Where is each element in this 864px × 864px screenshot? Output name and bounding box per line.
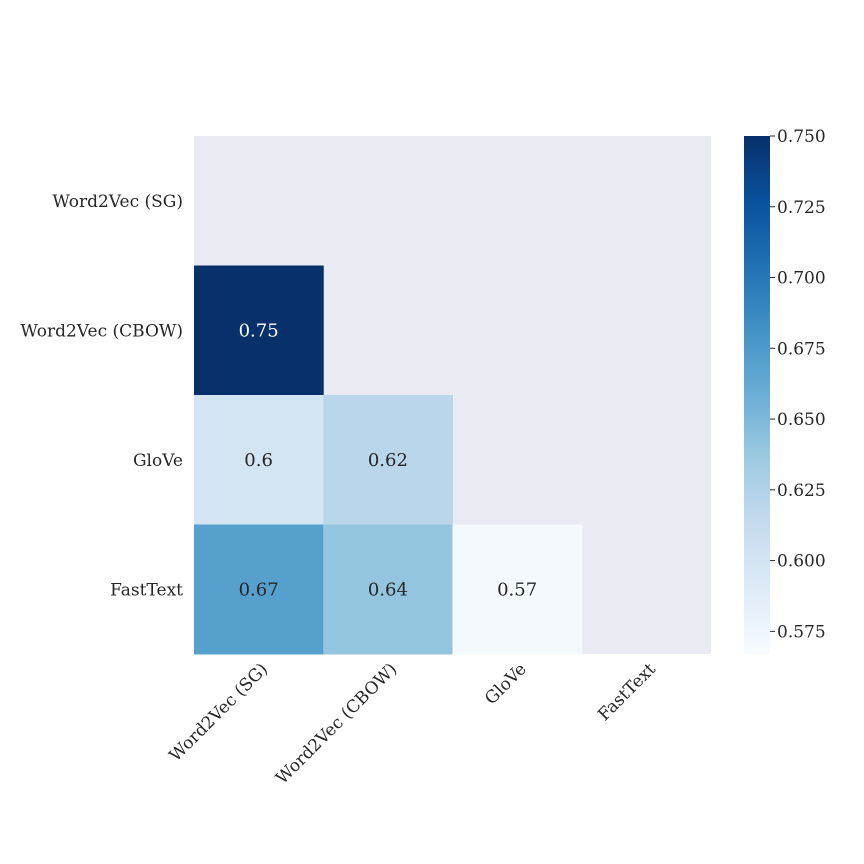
y-tick-label: Word2Vec (CBOW)	[20, 321, 183, 341]
cell-value-label: 0.62	[368, 450, 408, 471]
cell-value-label: 0.6	[244, 450, 273, 471]
colorbar-tick-label: 0.725	[777, 198, 826, 218]
heatmap-cell	[194, 265, 324, 396]
colorbar-tick-label: 0.625	[777, 481, 826, 501]
y-tick-label: Word2Vec (SG)	[52, 192, 183, 212]
cell-labels: 0.75 0.6 0.62 0.67 0.64 0.57	[239, 320, 538, 600]
heatmap-cell	[323, 395, 453, 525]
y-tick-labels: Word2Vec (SG) Word2Vec (CBOW) GloVe FastTex…	[20, 192, 183, 601]
cell-value-label: 0.67	[239, 579, 279, 600]
colorbar	[744, 136, 770, 654]
cell-value-label: 0.75	[239, 320, 279, 341]
y-tick-label: GloVe	[133, 451, 183, 471]
heatmap-cell	[323, 524, 453, 655]
heatmap-cell	[194, 524, 324, 655]
x-tick-label: Word2Vec (SG)	[166, 659, 272, 765]
colorbar-tick-label: 0.675	[777, 339, 826, 359]
cell-value-label: 0.64	[368, 579, 408, 600]
colorbar-ticks: 0.575 0.600 0.625 0.650 0.675 0.700 0.725 0.750	[770, 127, 826, 642]
cell-value-label: 0.57	[497, 579, 537, 600]
x-tick-label: Word2Vec (CBOW)	[272, 659, 401, 788]
colorbar-tick-label: 0.700	[777, 269, 826, 289]
x-tick-labels: Word2Vec (SG) Word2Vec (CBOW) GloVe FastTex…	[166, 659, 660, 788]
colorbar-tick-label: 0.600	[777, 552, 826, 572]
x-tick-label: FastText	[594, 659, 660, 725]
colorbar-tick-label: 0.575	[777, 622, 826, 642]
x-tick-label: GloVe	[481, 659, 531, 709]
heatmap-cell	[452, 524, 583, 655]
y-tick-label: FastText	[110, 580, 183, 600]
heatmap-cells	[194, 265, 583, 655]
colorbar-tick-label: 0.750	[777, 127, 826, 147]
heatmap-cell	[194, 395, 324, 525]
colorbar-tick-label: 0.650	[777, 410, 826, 430]
